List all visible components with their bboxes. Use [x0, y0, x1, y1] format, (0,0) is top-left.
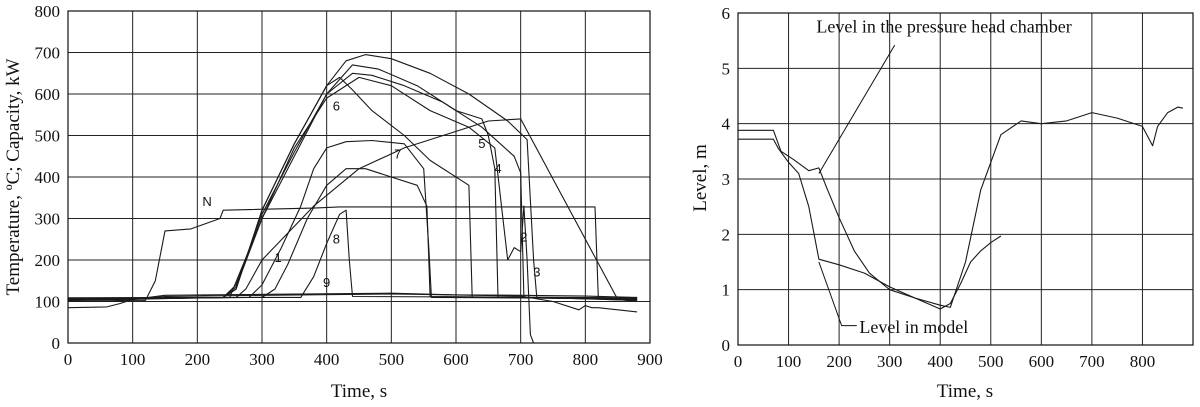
series-line-9 [67, 209, 638, 299]
curve-label-6: 6 [333, 99, 340, 114]
x-tick-label: 800 [1130, 352, 1156, 371]
x-tick-label: 500 [978, 352, 1004, 371]
left-x-axis-label: Time, s [331, 381, 387, 402]
series-line-8 [67, 168, 638, 299]
curve-label-7: 7 [394, 146, 401, 161]
x-tick-label: 900 [637, 350, 663, 369]
y-tick-label: 5 [722, 59, 731, 78]
right-grid [737, 12, 1193, 346]
left-y-axis-label: Temperature, ºC; Capacity, kW [3, 58, 24, 295]
y-tick-label: 500 [35, 127, 61, 146]
curve-label-4: 4 [494, 161, 501, 176]
series-line-2 [67, 76, 535, 344]
y-tick-label: 0 [722, 336, 731, 355]
y-tick-label: 700 [35, 44, 61, 63]
left-grid [67, 10, 651, 344]
y-tick-label: 300 [35, 210, 61, 229]
level-chart: 0 1 2 3 4 5 6 0 100 200 300 400 500 600 700 800 Time, s… [690, 4, 1194, 402]
curve-label-2: 2 [520, 229, 527, 244]
leader-line-pressure-head-chamber [818, 44, 896, 174]
x-tick-label: 800 [573, 350, 599, 369]
series-line-level-in-model [738, 138, 1002, 310]
y-tick-label: 1 [722, 281, 731, 300]
series-line-unlabeled-10 [68, 293, 638, 303]
left-plot-frame [67, 10, 651, 344]
series-line-7 [67, 139, 638, 300]
x-tick-label: 0 [734, 352, 743, 371]
right-annotations: Level in the pressure head chamber Level … [816, 16, 1071, 336]
annotation-level-in-model: Level in model [859, 317, 968, 337]
series-line-5 [67, 64, 638, 300]
x-tick-label: 700 [508, 350, 534, 369]
temperature-capacity-chart: 0 100 200 300 400 500 600 700 800 0 100 200 300 400 50… [3, 2, 663, 402]
series-line-level-in-the-pressure-head-chamber [738, 106, 1184, 308]
x-tick-label: 100 [776, 352, 802, 371]
x-tick-label: 200 [185, 350, 211, 369]
right-x-axis-label: Time, s [937, 381, 993, 402]
right-y-axis-label: Level, m [690, 144, 711, 212]
left-curve-labels: N 1 2 3 45 6 7 8 9 [202, 99, 540, 290]
right-plot-frame [737, 12, 1194, 346]
x-tick-label: 200 [826, 352, 852, 371]
x-tick-label: 400 [314, 350, 340, 369]
series-line-n [68, 206, 638, 301]
x-tick-label: 700 [1079, 352, 1105, 371]
y-tick-label: 0 [52, 334, 61, 353]
x-tick-label: 300 [877, 352, 903, 371]
curve-label-n: N [202, 194, 211, 209]
y-tick-label: 800 [35, 2, 61, 21]
x-tick-label: 0 [64, 350, 73, 369]
y-tick-label: 2 [722, 225, 731, 244]
y-tick-label: 100 [35, 293, 61, 312]
y-tick-label: 3 [722, 170, 731, 189]
curve-label-3: 3 [533, 265, 540, 280]
curve-label-9: 9 [323, 275, 330, 290]
series-line-4 [67, 72, 638, 301]
x-tick-label: 600 [443, 350, 469, 369]
x-tick-label: 400 [927, 352, 953, 371]
y-tick-label: 4 [722, 115, 731, 134]
curve-label-8: 8 [333, 231, 340, 246]
y-tick-label: 6 [722, 4, 731, 23]
y-tick-label: 400 [35, 168, 61, 187]
series-line-unlabeled-11 [67, 292, 638, 313]
y-tick-label: 600 [35, 85, 61, 104]
annotation-pressure-head-chamber: Level in the pressure head chamber [816, 16, 1071, 36]
series-line-6 [67, 76, 638, 300]
y-tick-label: 200 [35, 251, 61, 270]
x-tick-label: 300 [249, 350, 275, 369]
right-tick-labels: 0 1 2 3 4 5 6 0 100 200 300 400 500 600 700 800 [722, 4, 1156, 371]
x-tick-label: 600 [1029, 352, 1055, 371]
x-tick-label: 500 [379, 350, 405, 369]
left-series-group [67, 54, 638, 344]
left-tick-labels: 0 100 200 300 400 500 600 700 800 0 100 200 300 400 50… [35, 2, 663, 369]
curve-label-5: 5 [478, 136, 485, 151]
right-series-group [738, 106, 1184, 310]
x-tick-label: 100 [120, 350, 146, 369]
curve-label-1: 1 [275, 250, 282, 265]
leader-line-level-in-model [818, 261, 857, 327]
series-line-1 [67, 118, 638, 303]
